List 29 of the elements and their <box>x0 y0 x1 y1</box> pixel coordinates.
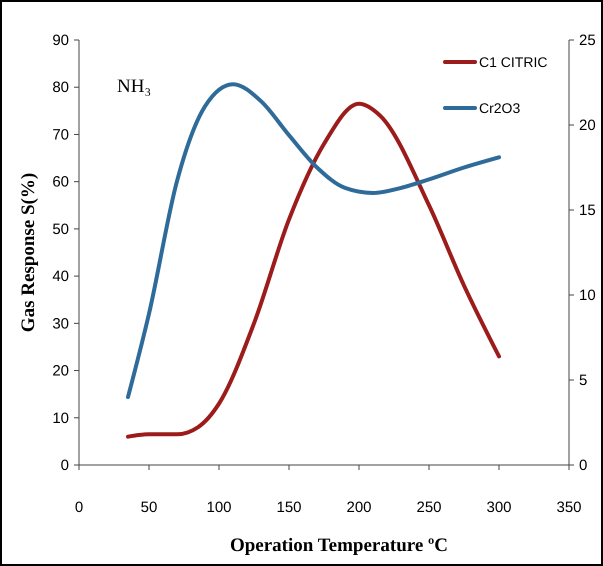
y2-tick-label: 15 <box>579 202 596 219</box>
annotation: NH₃ <box>117 76 152 97</box>
y2-tick-label: 20 <box>579 117 596 134</box>
y-tick-label: 40 <box>52 268 69 286</box>
x-tick-label: 350 <box>556 499 582 516</box>
legend-label: C1 CITRIC <box>479 54 548 70</box>
y-tick-label: 80 <box>52 79 69 96</box>
x-tick-label: 0 <box>74 499 84 516</box>
x-tick-label: 250 <box>416 499 442 516</box>
y-axis-title: Gas Response S(%) <box>18 172 39 332</box>
y2-tick-label: 5 <box>579 372 588 389</box>
y-tick-label: 20 <box>52 362 69 380</box>
y-tick-label: 10 <box>52 410 69 427</box>
y2-tick-label: 0 <box>579 457 588 474</box>
y-tick-label: 0 <box>60 457 69 474</box>
y-tick-label: 30 <box>52 315 69 332</box>
x-tick-label: 50 <box>140 499 158 516</box>
x-tick-label: 100 <box>206 499 232 516</box>
x-tick-label: 150 <box>276 499 302 516</box>
y2-tick-label: 10 <box>579 287 596 304</box>
y2-tick-label: 25 <box>579 32 596 49</box>
x-axis-title: Operation Temperature ºC <box>230 535 448 556</box>
y-tick-label: 90 <box>52 32 69 49</box>
y-tick-label: 50 <box>52 220 69 238</box>
x-tick-label: 300 <box>486 499 512 516</box>
x-tick-label: 200 <box>346 499 372 516</box>
y-tick-label: 70 <box>52 126 69 144</box>
y-tick-label: 60 <box>52 174 69 191</box>
legend-label: Cr2O3 <box>479 100 520 116</box>
